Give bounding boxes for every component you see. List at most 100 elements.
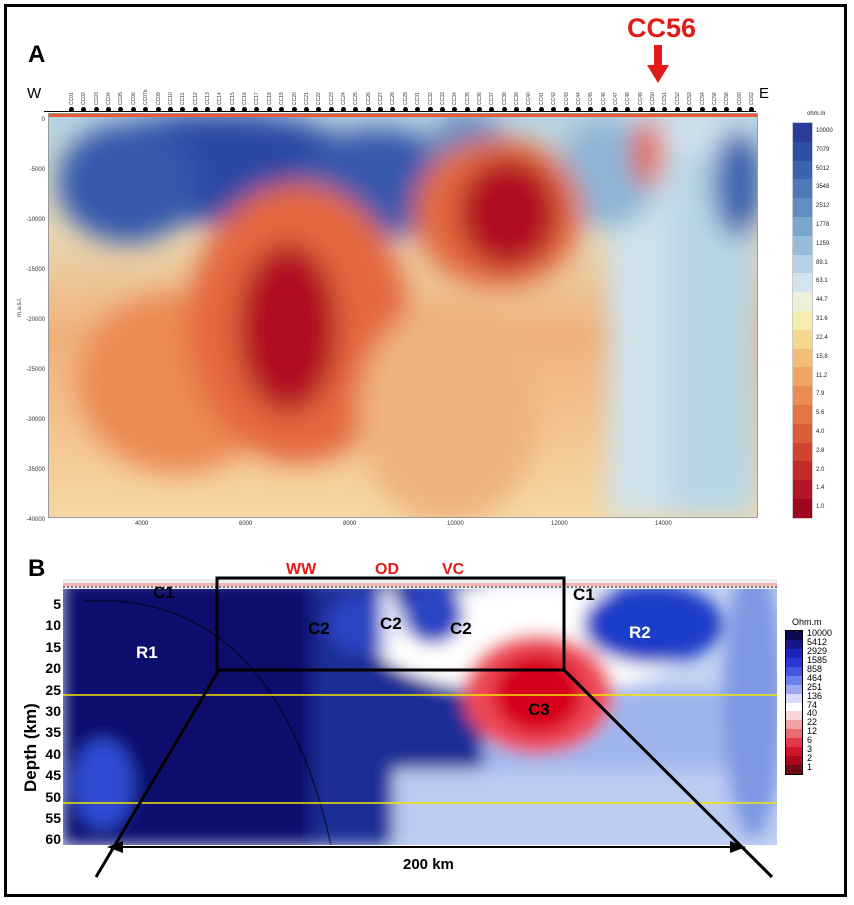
legend-a-value: 10000: [816, 128, 833, 134]
station-marker: [674, 107, 680, 112]
legend-a-swatch: [793, 254, 812, 274]
region-c1-left: C1: [153, 583, 175, 602]
legend-a-swatch: [793, 273, 812, 293]
region-c2-b: C2: [380, 614, 402, 633]
legend-a-swatch: [793, 498, 812, 518]
station-marker: [303, 107, 309, 112]
station-marker: [378, 107, 384, 112]
legend-a-value: 2.0: [816, 466, 825, 473]
section-a-x-tick: 10000: [447, 521, 464, 527]
depth-tick: 15: [45, 638, 61, 655]
legend-a-units: ohm.m: [807, 111, 826, 117]
legend-b-value: 251: [807, 681, 823, 692]
depth-tick: 25: [45, 681, 61, 698]
depth-tick: 10: [45, 617, 61, 634]
legend-b-value: 464: [807, 672, 823, 683]
legend-a-swatch: [793, 367, 812, 387]
legend-a-swatch: [793, 461, 812, 481]
station-marker: [650, 107, 656, 112]
legend-b-value: 2: [807, 753, 813, 764]
depth-tick: 60: [45, 831, 61, 848]
station-marker: [464, 107, 470, 112]
station-marker: [353, 107, 359, 112]
station-marker: [106, 107, 112, 112]
legend-a-swatch: [793, 310, 812, 330]
figure-frame: A W E CC56 CC01 CC02 CC03 CC04 CC05 CC06 CC07b…: [4, 4, 847, 897]
station-marker: [724, 107, 730, 112]
legend-b-swatch: [786, 693, 802, 703]
region-c2-a: C2: [308, 619, 330, 638]
station-marker: [291, 107, 297, 112]
legend-a-value: 2.8: [816, 447, 825, 454]
legend-a-swatch: [793, 160, 812, 180]
legend-b-value: 6: [807, 735, 813, 746]
section-a-y-tick: -15000: [26, 267, 45, 273]
legend-a-swatch: [793, 329, 812, 349]
legend-a-swatch: [793, 198, 812, 217]
region-c1-right: C1: [573, 585, 595, 604]
station-marker: [167, 107, 173, 112]
panel-a-label: A: [28, 41, 46, 68]
legend-a-value: 1.4: [816, 485, 825, 492]
legend-a-value: 2512: [816, 203, 830, 210]
section-a-x-tick: 14000: [655, 521, 672, 527]
legend-a-swatch: [793, 386, 812, 405]
legend-a-value: 11.2: [816, 372, 828, 379]
station-marker: [687, 107, 693, 112]
od-label: OD: [375, 561, 399, 578]
legend-b-swatch: [786, 648, 802, 658]
legend-b-swatch: [786, 738, 802, 748]
legend-a-value: 5012: [816, 165, 830, 172]
cc56-callout: CC56: [627, 13, 697, 43]
station-marker: [637, 107, 643, 112]
station-marker: [711, 107, 717, 112]
legend-b-swatch: [786, 747, 802, 757]
station-marker: [538, 107, 544, 112]
section-a-border: [48, 113, 758, 518]
legend-a-value: 3548: [816, 184, 830, 191]
resistivity-section-a: [48, 113, 758, 518]
legend-b-value: 3: [807, 744, 813, 755]
station-marker: [402, 107, 408, 112]
station-marker: [575, 107, 581, 112]
station-marker: [625, 107, 631, 112]
depth-tick: 20: [45, 660, 61, 677]
legend-a-value: 4.0: [816, 428, 825, 435]
station-marker: [477, 107, 482, 112]
station-marker: [130, 107, 136, 112]
station-marker: [192, 107, 198, 112]
station-marker: [229, 107, 235, 112]
legend-a-value: 1778: [816, 222, 830, 229]
zoom-outline: [94, 576, 774, 879]
station-marker: [341, 107, 346, 112]
station-marker: [266, 107, 272, 112]
legend-b-value: 40: [807, 708, 818, 719]
station-marker: [365, 107, 371, 112]
station-marker: [118, 107, 124, 112]
legend-b-value: 10000: [807, 628, 833, 638]
section-a-x-tick: 4000: [135, 521, 149, 527]
west-label: W: [27, 85, 42, 102]
legend-b-swatch: [786, 765, 802, 774]
station-marker: [205, 107, 210, 112]
section-a-x-tick: 12000: [551, 521, 568, 527]
station-marker: [427, 107, 433, 112]
section-a-y-tick: -35000: [26, 467, 45, 473]
legend-a-value: 31.6: [816, 316, 828, 323]
station-marker: [439, 107, 445, 112]
legend-b-value: 858: [807, 663, 823, 674]
station-marker: [328, 107, 334, 112]
scale-label: 200 km: [403, 856, 454, 873]
depth-tick: 35: [45, 724, 61, 741]
station-marker: [699, 107, 705, 112]
legend-a-colorbar: [792, 122, 813, 519]
station-marker: [736, 107, 742, 112]
station-marker: [452, 107, 458, 112]
legend-a-swatch: [793, 292, 812, 311]
legend-b-value: 1: [807, 762, 813, 773]
legend-b-value: 74: [807, 699, 818, 710]
legend-a-value: 5.6: [816, 410, 825, 417]
station-marker: [749, 107, 754, 112]
station-marker: [279, 107, 285, 112]
section-a-y-tick: -20000: [26, 317, 45, 323]
